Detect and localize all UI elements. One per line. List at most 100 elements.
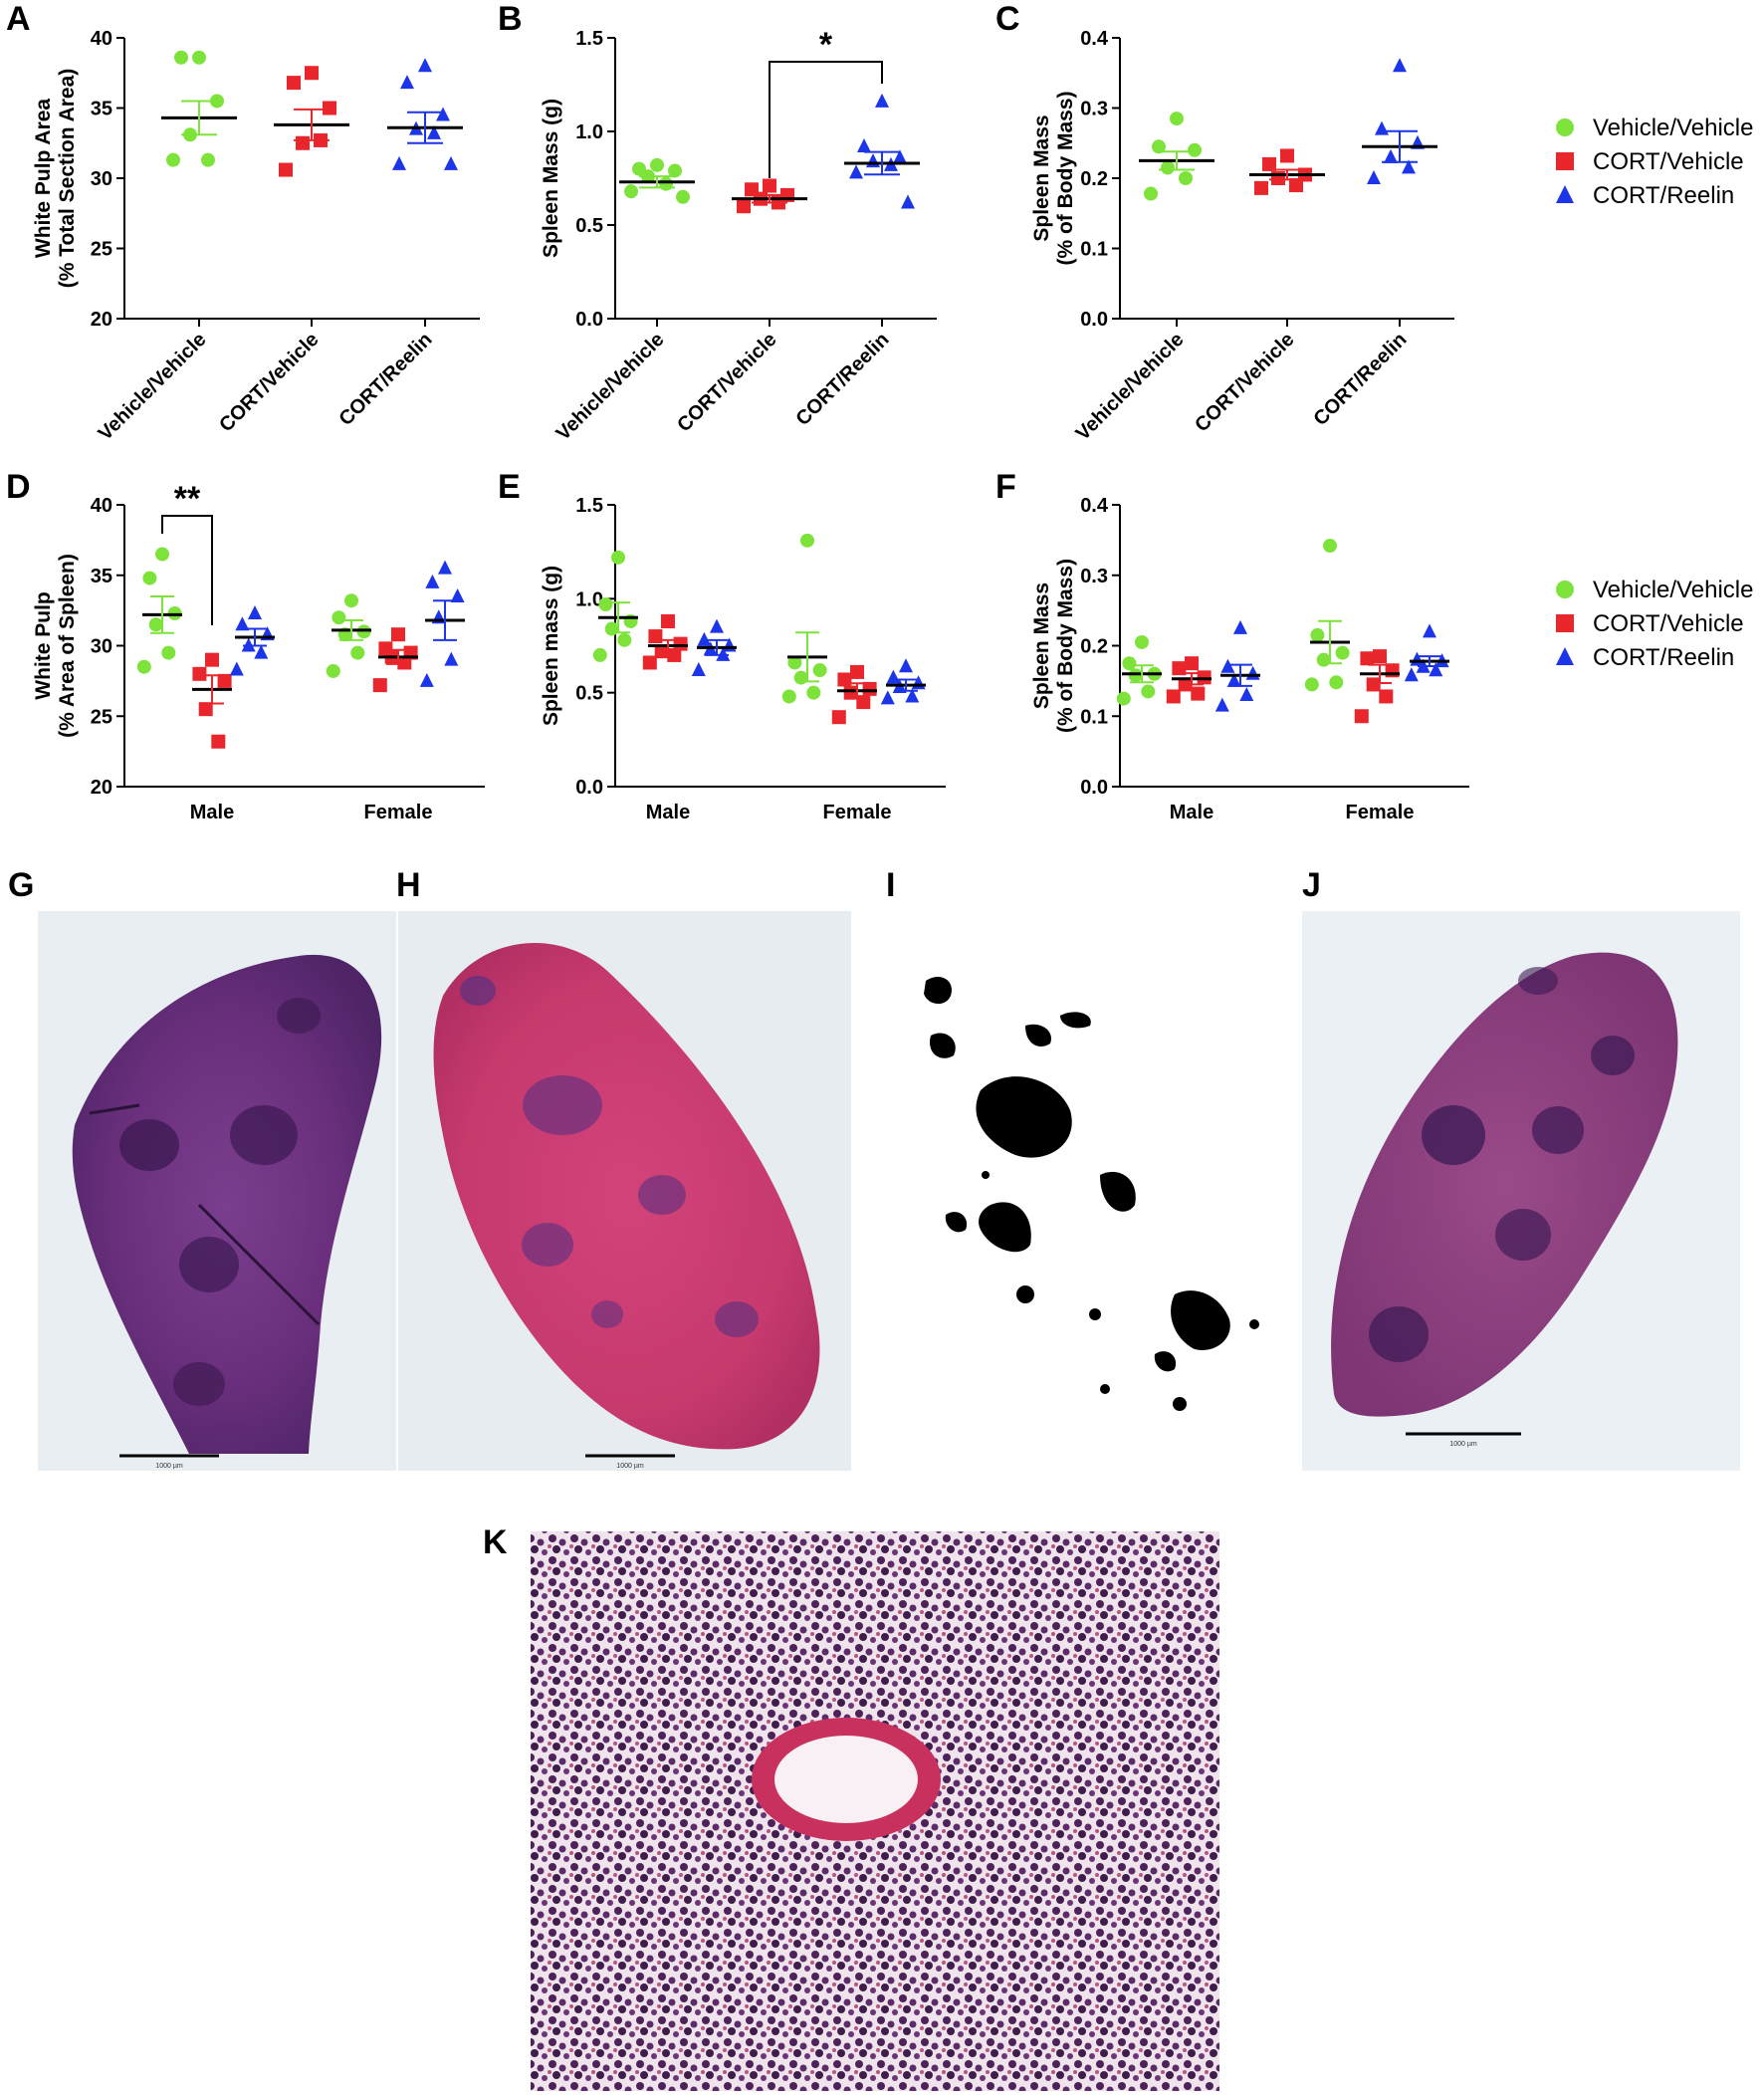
data-point	[217, 673, 232, 688]
data-point	[875, 93, 889, 108]
data-point	[1335, 645, 1350, 660]
data-point	[710, 618, 724, 633]
data-point	[617, 632, 632, 647]
data-point	[438, 560, 452, 575]
y-tick-label: 0.1	[1080, 239, 1108, 261]
micrograph-H: 1000 µm	[398, 911, 851, 1471]
data-point	[248, 604, 262, 619]
data-point	[1172, 661, 1187, 676]
data-point	[1144, 186, 1158, 201]
y-tick-label: 0.4	[1080, 28, 1109, 50]
data-point	[323, 101, 336, 116]
y-tick-label: 0.3	[1080, 566, 1108, 587]
data-point	[397, 655, 412, 670]
charts-group: 20 25 30 35 40 White Pulp Area (% Total Sectio…	[32, 26, 1469, 823]
data-point	[781, 689, 796, 704]
x-group-label: Male	[1170, 802, 1213, 823]
data-point	[886, 669, 901, 684]
legend-label: CORT/Reelin	[1593, 182, 1734, 209]
data-point	[850, 664, 864, 679]
x-tick-label: CORT/Vehicle	[673, 329, 780, 436]
data-point	[857, 138, 871, 153]
y-axis-label: White Pulp Area	[32, 99, 55, 259]
data-point	[862, 681, 877, 696]
y-axis-label: Spleen Mass (g)	[540, 99, 562, 258]
data-point	[697, 631, 712, 646]
data-point	[1179, 171, 1193, 185]
data-point	[305, 66, 319, 81]
panel-label-E: E	[498, 468, 521, 506]
data-point	[905, 688, 920, 703]
scale-bar-label-H: 1000 µm	[616, 1463, 644, 1470]
panel-label-C: C	[995, 0, 1020, 38]
data-point	[763, 178, 776, 193]
data-point	[1220, 658, 1235, 673]
x-tick-label: CORT/Vehicle	[1191, 329, 1298, 436]
x-tick-label: CORT/Reelin	[792, 329, 894, 430]
data-point	[211, 734, 226, 749]
data-point	[1141, 684, 1156, 699]
data-point	[419, 672, 434, 687]
y-axis-label: Spleen mass (g)	[540, 566, 562, 726]
data-point	[661, 613, 675, 628]
data-point	[1289, 178, 1303, 193]
y-tick-label: 25	[91, 239, 112, 261]
panel-label-F: F	[995, 468, 1016, 506]
data-point	[800, 533, 814, 548]
data-point	[229, 661, 244, 676]
panel-label-J: J	[1302, 866, 1321, 904]
panel-label-B: B	[498, 0, 523, 38]
data-point	[1116, 691, 1131, 706]
data-point	[831, 710, 846, 725]
micrograph-G: 1000 µm	[38, 911, 396, 1471]
data-point	[691, 662, 706, 677]
data-point	[598, 596, 613, 611]
y-axis-label: (% of Body Mass)	[1054, 559, 1077, 733]
data-point	[1384, 148, 1398, 163]
data-point	[1323, 539, 1337, 554]
y-axis-label: Spleen Mass	[1030, 115, 1053, 241]
y-tick-label: 20	[91, 309, 112, 331]
panel-label-H: H	[396, 866, 421, 904]
data-point	[866, 153, 880, 168]
y-tick-label: 1.5	[575, 28, 603, 50]
data-point	[893, 149, 907, 164]
panel-label-A: A	[6, 0, 31, 38]
y-tick-label: 0.2	[1080, 636, 1108, 658]
data-point	[148, 617, 163, 632]
data-point	[142, 571, 157, 585]
data-point	[899, 658, 913, 673]
data-point	[592, 647, 607, 662]
data-point	[1135, 634, 1149, 649]
data-point	[880, 690, 895, 705]
data-point	[1239, 687, 1254, 702]
data-point	[787, 655, 802, 670]
legend-marker	[1556, 581, 1574, 598]
y-tick-label: 0.5	[575, 215, 603, 237]
data-point	[1254, 180, 1268, 195]
data-point	[1393, 58, 1407, 73]
y-tick-label: 0.0	[1080, 309, 1108, 331]
legend-marker	[1556, 118, 1574, 136]
x-group-label: Female	[1346, 802, 1415, 823]
x-tick-label: CORT/Reelin	[335, 329, 437, 430]
x-group-label: Female	[364, 802, 433, 823]
y-axis-label: White Pulp	[32, 591, 55, 700]
data-point	[161, 645, 176, 660]
data-point	[1280, 148, 1294, 163]
data-point	[155, 547, 169, 562]
y-tick-label: 30	[91, 636, 112, 658]
data-point	[436, 107, 450, 121]
chart-B: 0.0 0.5 1.0 1.5 Spleen Mass (g) Vehicle/Vehic…	[540, 26, 937, 445]
data-point	[1404, 667, 1419, 682]
data-point	[427, 124, 441, 139]
data-point	[843, 685, 858, 700]
data-point	[391, 627, 405, 642]
data-point	[604, 621, 619, 636]
data-point	[650, 157, 664, 172]
legend-bottom: Vehicle/Vehicle CORT/Vehicle CORT/Reelin	[1556, 577, 1753, 671]
micrograph-K	[531, 1531, 1219, 2091]
x-group-label: Male	[646, 802, 690, 823]
data-point	[901, 194, 915, 209]
y-tick-label: 0.1	[1080, 706, 1108, 728]
